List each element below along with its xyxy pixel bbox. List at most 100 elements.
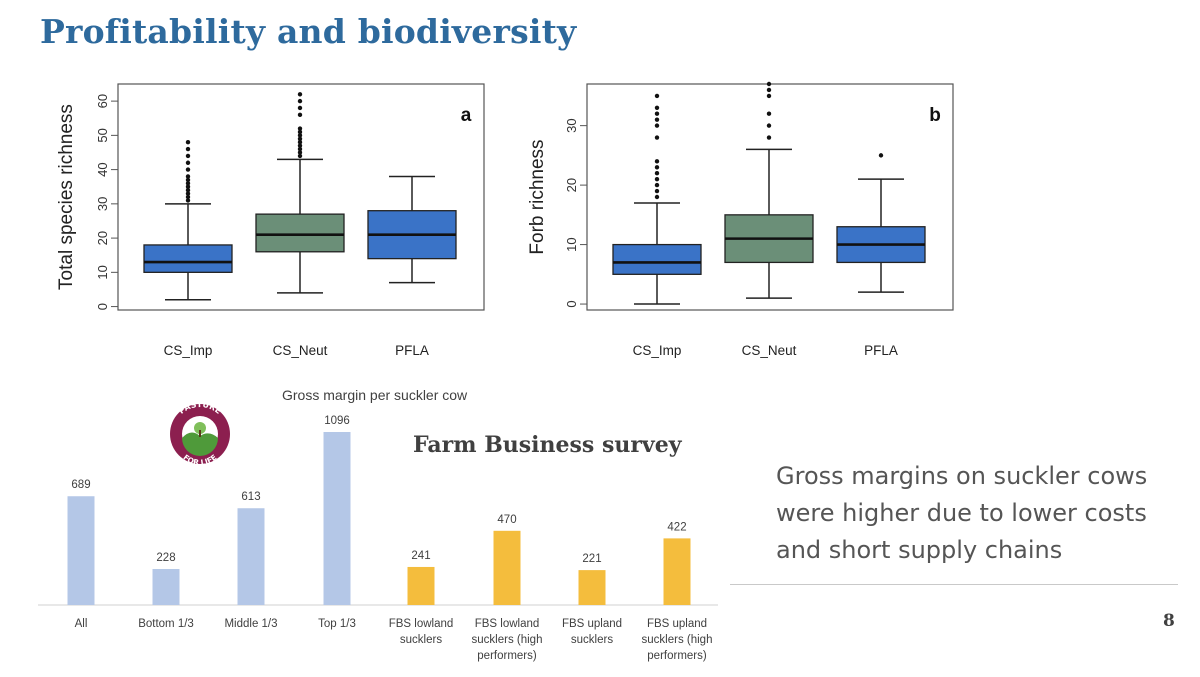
outlier-point: [185, 194, 191, 200]
panel-label: a: [461, 105, 472, 126]
outlier-point: [297, 146, 303, 152]
y-axis-label: Forb richness: [527, 139, 548, 254]
slide-title: Profitability and biodiversity: [40, 12, 577, 51]
outlier-point: [185, 184, 191, 189]
outlier-point: [297, 140, 303, 145]
outlier-point: [185, 181, 191, 186]
outlier-point: [185, 191, 191, 196]
bar-category-label: Middle 1/3: [224, 618, 277, 630]
x-category-label: PFLA: [395, 343, 429, 358]
x-category-label: CS_Neut: [273, 343, 328, 358]
iqr-box: [612, 243, 702, 275]
box-cs-imp: [612, 93, 702, 305]
box-cs-neut: [255, 92, 345, 294]
plot-frame: [117, 83, 485, 311]
bar-value-label: 1096: [324, 415, 350, 427]
outlier-point: [654, 111, 660, 116]
outlier-point: [185, 198, 191, 203]
outlier-point: [654, 93, 660, 99]
bar: [67, 496, 95, 605]
bar-category-label: FBS lowland: [475, 618, 540, 630]
x-category-label: PFLA: [864, 343, 898, 358]
iqr-box: [143, 244, 233, 273]
bar-value-label: 228: [156, 552, 175, 564]
outlier-point: [185, 167, 191, 172]
outlier-point: [185, 177, 191, 183]
outlier-point: [297, 126, 303, 131]
divider-line: [730, 584, 1178, 585]
outlier-point: [878, 153, 884, 158]
bar-category-label: sucklers: [400, 634, 442, 646]
bar-category-label: FBS upland: [647, 618, 707, 630]
outlier-point: [297, 150, 303, 155]
outlier-point: [297, 105, 303, 111]
bar: [578, 570, 606, 605]
outlier-point: [766, 81, 772, 87]
outlier-point: [766, 135, 772, 140]
bar: [663, 538, 691, 605]
bar: [493, 530, 521, 605]
pasture-for-life-logo: PASTURE FOR LIFE: [170, 402, 230, 466]
boxplot-panel-b: 0 10 20 30 Forb richness b CS_Imp CS_Neut PFLA: [527, 81, 954, 358]
bar-category-label: sucklers (high: [642, 634, 713, 646]
boxplot-panel-a: 0 10 20 30 40 50 60 Total species richness a CS_I…: [56, 83, 485, 358]
bar-value-label: 221: [582, 553, 601, 565]
y-tick-label: 30: [564, 118, 579, 132]
y-tick-label: 0: [564, 300, 579, 307]
bar-category-label: performers): [477, 650, 537, 662]
x-category-label: CS_Imp: [633, 343, 682, 358]
outlier-point: [185, 187, 191, 193]
y-tick-label: 0: [95, 303, 110, 310]
outlier-point: [297, 112, 303, 118]
bar-category-label: sucklers: [571, 634, 613, 646]
outlier-point: [297, 153, 303, 159]
outlier-point: [654, 135, 660, 140]
bar: [152, 569, 180, 605]
bar-category-label: sucklers (high: [472, 634, 543, 646]
outlier-point: [297, 133, 303, 138]
svg-text:FOR LIFE: FOR LIFE: [182, 453, 219, 466]
outlier-point: [654, 182, 660, 188]
outlier-point: [297, 136, 303, 141]
outlier-point: [654, 176, 660, 182]
y-tick-label: 40: [95, 162, 110, 176]
bar-category-label: FBS lowland: [389, 618, 454, 630]
panel-label: b: [929, 105, 941, 126]
y-tick-label: 60: [95, 94, 110, 108]
gross-margin-bar-chart: 689 All 228 Bottom 1/3 613 Middle 1/3 1096 Top …: [38, 415, 718, 662]
outlier-point: [654, 188, 660, 194]
outlier-point: [654, 105, 660, 110]
plot-frame: [586, 83, 954, 311]
bar-chart-title: Gross margin per suckler cow: [282, 387, 468, 403]
outlier-point: [185, 160, 191, 165]
outlier-point: [654, 159, 660, 164]
outlier-point: [297, 143, 303, 148]
box-cs-imp: [143, 140, 233, 301]
outlier-point: [185, 153, 191, 159]
page-number: 8: [1163, 611, 1175, 631]
outlier-point: [766, 123, 772, 128]
bar-value-label: 613: [241, 491, 260, 503]
bar-category-label: performers): [647, 650, 707, 662]
x-category-label: CS_Neut: [742, 343, 797, 358]
y-tick-label: 20: [564, 178, 579, 192]
bar-value-label: 689: [71, 479, 90, 491]
bar-value-label: 470: [497, 514, 516, 526]
outlier-point: [654, 194, 660, 200]
bar-value-label: 422: [667, 521, 686, 533]
y-tick-label: 50: [95, 128, 110, 142]
outlier-point: [654, 171, 660, 176]
outlier-point: [297, 98, 303, 104]
outlier-point: [654, 123, 660, 128]
summary-text: Gross margins on suckler cows were highe…: [776, 462, 1148, 564]
iqr-box: [255, 213, 345, 253]
box-pfla: [836, 153, 926, 293]
x-category-label: CS_Imp: [164, 343, 213, 358]
outlier-point: [766, 93, 772, 99]
y-tick-label: 10: [95, 265, 110, 279]
outlier-point: [654, 165, 660, 170]
bar: [407, 566, 435, 605]
bar-category-label: FBS upland: [562, 618, 622, 630]
bar: [323, 432, 351, 605]
box-pfla: [367, 175, 457, 284]
